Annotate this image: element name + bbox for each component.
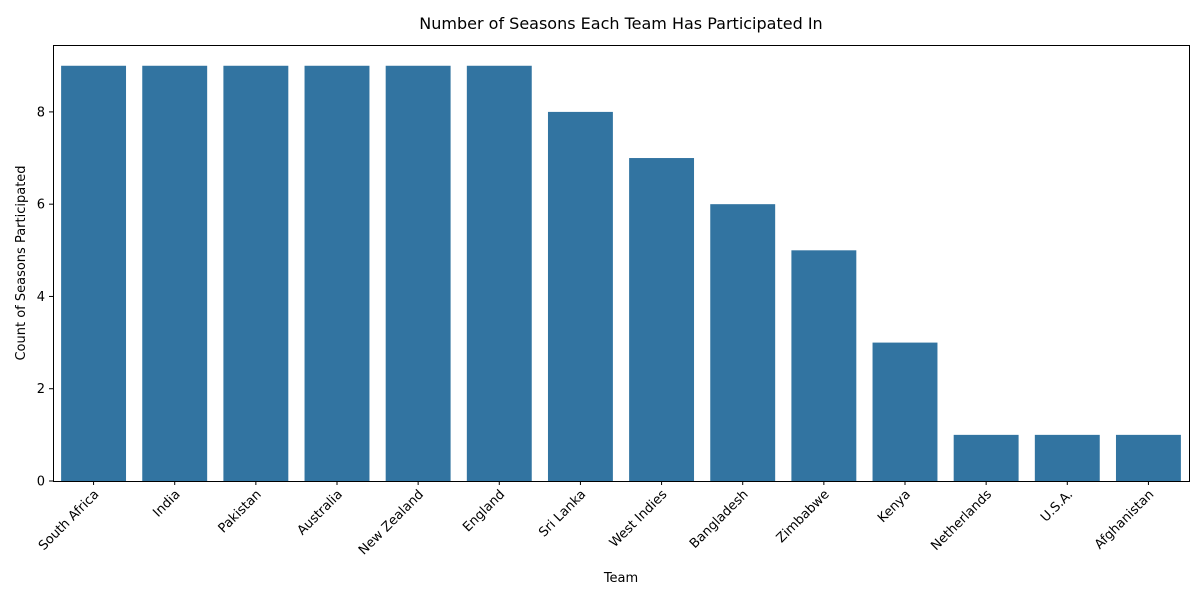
bar (1115, 434, 1181, 481)
x-tick-label: Bangladesh (687, 487, 752, 552)
x-axis-label: Team (603, 571, 638, 586)
y-axis-ticks: 0 2 4 6 8 (37, 105, 53, 490)
x-tick-label: Australia (295, 487, 346, 538)
x-tick-label: Afghanistan (1092, 487, 1157, 552)
bar (872, 342, 938, 481)
x-tick-label: England (460, 487, 508, 535)
bar (223, 65, 289, 481)
y-axis-label: Count of Seasons Participated (14, 165, 29, 360)
x-tick-label: New Zealand (356, 487, 427, 558)
y-tick-label: 8 (37, 105, 45, 120)
x-tick-label: Kenya (875, 487, 914, 526)
bars-group (61, 65, 1181, 481)
bar (385, 65, 451, 481)
bar (466, 65, 532, 481)
x-axis-ticks: South Africa India Pakistan Australia New Ze… (36, 481, 1157, 558)
y-tick-label: 0 (37, 475, 45, 490)
plot-frame (53, 45, 1190, 482)
y-tick-label: 4 (37, 290, 45, 305)
x-tick-label: India (150, 487, 183, 520)
x-tick-label: Zimbabwe (774, 487, 833, 546)
y-tick-label: 6 (37, 198, 45, 213)
bar (61, 65, 127, 481)
x-tick-label: Netherlands (928, 487, 995, 554)
y-tick-label: 2 (37, 382, 45, 397)
x-tick-label: U.S.A. (1038, 487, 1076, 525)
bar (142, 65, 208, 481)
x-tick-label: South Africa (36, 487, 102, 553)
bar (304, 65, 370, 481)
bar (547, 111, 613, 481)
bar (953, 434, 1019, 481)
chart-title: Number of Seasons Each Team Has Particip… (419, 14, 822, 33)
bar (629, 158, 695, 481)
bar (791, 250, 857, 481)
x-tick-label: West Indies (607, 487, 671, 551)
x-tick-label: Pakistan (216, 487, 265, 536)
bar (710, 204, 776, 481)
bar (1034, 434, 1100, 481)
x-tick-label: Sri Lanka (536, 487, 589, 540)
